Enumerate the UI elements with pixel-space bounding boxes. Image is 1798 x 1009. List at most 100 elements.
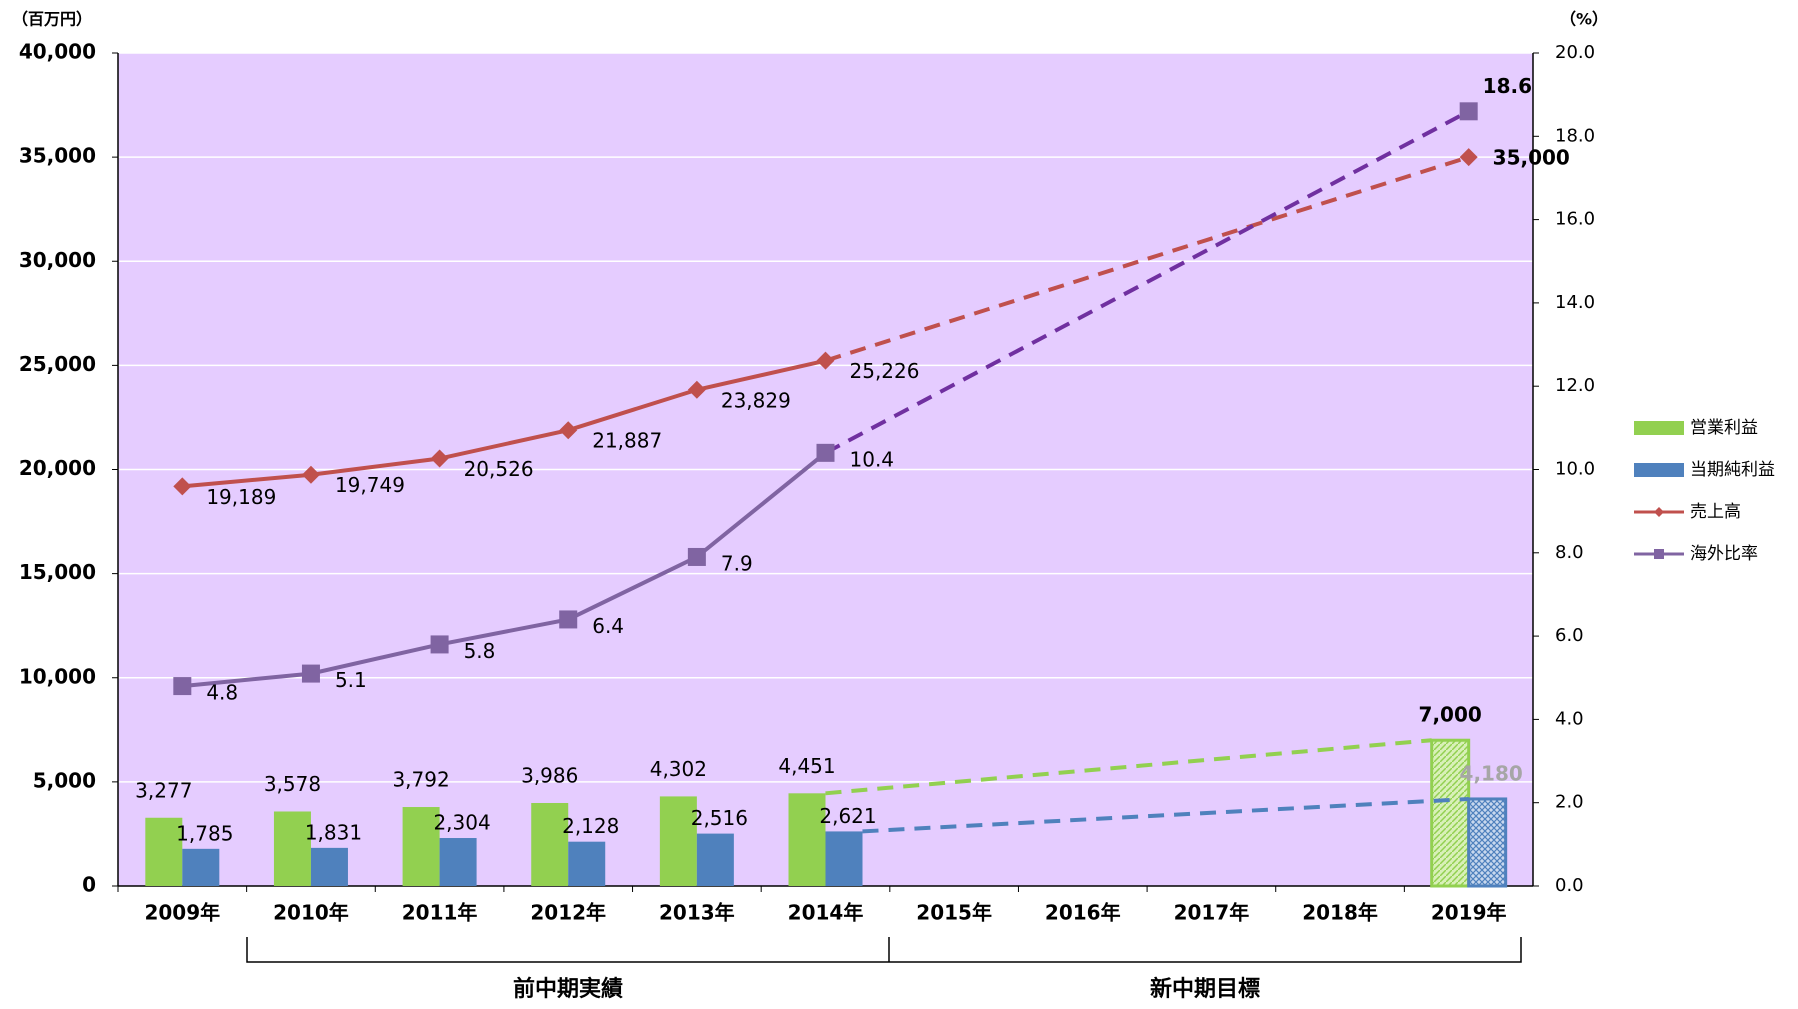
marker	[430, 635, 449, 654]
marker	[687, 547, 706, 566]
line-value-label: 19,189	[206, 485, 276, 509]
bar	[531, 802, 569, 886]
bar-value-label: 2,128	[562, 814, 619, 838]
y-tick-label: 5,000	[33, 768, 96, 792]
x-tick-label: 2013年	[659, 901, 735, 925]
bar-value-label: 2,621	[819, 804, 876, 828]
line-value-label: 18.6	[1483, 74, 1532, 98]
bar-value-label: 3,277	[135, 778, 192, 802]
x-tick-label: 2016年	[1045, 901, 1121, 925]
x-tick-label: 2015年	[916, 901, 992, 925]
marker	[173, 477, 192, 496]
line-value-label: 21,887	[592, 429, 662, 453]
legend-label: 売上高	[1690, 502, 1741, 522]
y-tick-label: 25,000	[19, 352, 96, 376]
projection-line	[825, 738, 1432, 796]
bar	[659, 796, 697, 886]
y2-tick-label: 6.0	[1555, 625, 1584, 646]
bar-value-label: 7,000	[1419, 703, 1482, 727]
y2-tick-label: 18.0	[1555, 125, 1595, 146]
group-label: 新中期目標	[1150, 976, 1260, 1002]
x-tick-label: 2017年	[1174, 901, 1250, 925]
line-value-label: 20,526	[464, 457, 534, 481]
bar	[310, 847, 348, 886]
marker	[687, 380, 706, 399]
y-tick-label: 35,000	[19, 144, 96, 168]
x-tick-label: 2010年	[273, 901, 349, 925]
marker	[1459, 148, 1478, 167]
bar-value-label: 2,516	[691, 806, 748, 830]
marker	[1459, 102, 1478, 121]
bar	[439, 838, 477, 886]
bar	[182, 848, 220, 886]
bar-value-label: 4,302	[650, 757, 707, 781]
y2-tick-label: 4.0	[1555, 708, 1584, 729]
bar	[825, 831, 863, 886]
marker	[816, 443, 835, 462]
bar	[1467, 797, 1508, 888]
bar-value-label: 1,785	[176, 821, 233, 845]
legend-label: 当期純利益	[1690, 460, 1775, 480]
y2-tick-label: 0.0	[1555, 875, 1584, 896]
line	[182, 451, 827, 689]
y-tick-label: 20,000	[19, 456, 96, 480]
bar-value-label: 2,304	[433, 811, 490, 835]
y2-tick-label: 2.0	[1555, 792, 1584, 813]
y-tick-label: 0	[82, 873, 96, 897]
group-label: 前中期実績	[513, 976, 623, 1002]
bar-value-label: 3,578	[264, 772, 321, 796]
bar-value-label: 3,792	[392, 768, 449, 792]
marker	[559, 610, 578, 629]
line-value-label: 10.4	[850, 447, 895, 471]
legend-swatch	[1634, 463, 1684, 477]
x-tick-label: 2012年	[530, 901, 606, 925]
line-value-label: 23,829	[721, 388, 791, 412]
x-tick-label: 2018年	[1302, 901, 1378, 925]
bar	[788, 793, 826, 886]
line	[182, 358, 826, 489]
x-tick-label: 2019年	[1431, 901, 1507, 925]
y-tick-label: 40,000	[19, 40, 96, 64]
bar-value-label: 4,451	[778, 754, 835, 778]
x-tick-label: 2009年	[144, 901, 220, 925]
bar	[1430, 738, 1471, 888]
bar	[402, 807, 440, 886]
bar	[145, 817, 183, 886]
marker	[559, 421, 578, 440]
group-brackets	[246, 937, 1522, 963]
y2-tick-label: 12.0	[1555, 375, 1595, 396]
legend-label: 営業利益	[1690, 418, 1758, 438]
bracket	[246, 937, 1522, 963]
y-tick-label: 10,000	[19, 664, 96, 688]
y2-tick-label: 20.0	[1555, 42, 1595, 63]
line-value-label: 5.1	[335, 668, 367, 692]
line-value-label: 7.9	[721, 551, 753, 575]
marker	[430, 449, 449, 468]
bar-value-label: 1,831	[305, 820, 362, 844]
legend-label: 海外比率	[1690, 544, 1758, 564]
projection-line	[824, 155, 1470, 363]
line-value-label: 35,000	[1493, 146, 1570, 170]
y2-tick-label: 10.0	[1555, 459, 1595, 480]
marker	[301, 664, 320, 683]
bar	[568, 841, 606, 886]
y2-axis-label: （%）	[1560, 10, 1608, 29]
legend-marker	[1654, 507, 1664, 517]
marker	[173, 677, 192, 696]
marker	[301, 465, 320, 484]
bar	[696, 833, 734, 886]
bar-value-label: 3,986	[521, 763, 578, 787]
y2-tick-label: 8.0	[1555, 542, 1584, 563]
marker	[816, 351, 835, 370]
y-axis-label: （百万円）	[12, 10, 92, 29]
line-value-label: 25,226	[850, 359, 920, 383]
projection-line	[824, 109, 1470, 455]
bar-value-label: 4,180	[1460, 761, 1523, 785]
bar	[273, 811, 311, 886]
y-tick-label: 15,000	[19, 560, 96, 584]
line-value-label: 5.8	[464, 639, 496, 663]
y2-tick-label: 14.0	[1555, 292, 1595, 313]
legend-marker	[1654, 549, 1664, 559]
line-value-label: 6.4	[592, 614, 624, 638]
